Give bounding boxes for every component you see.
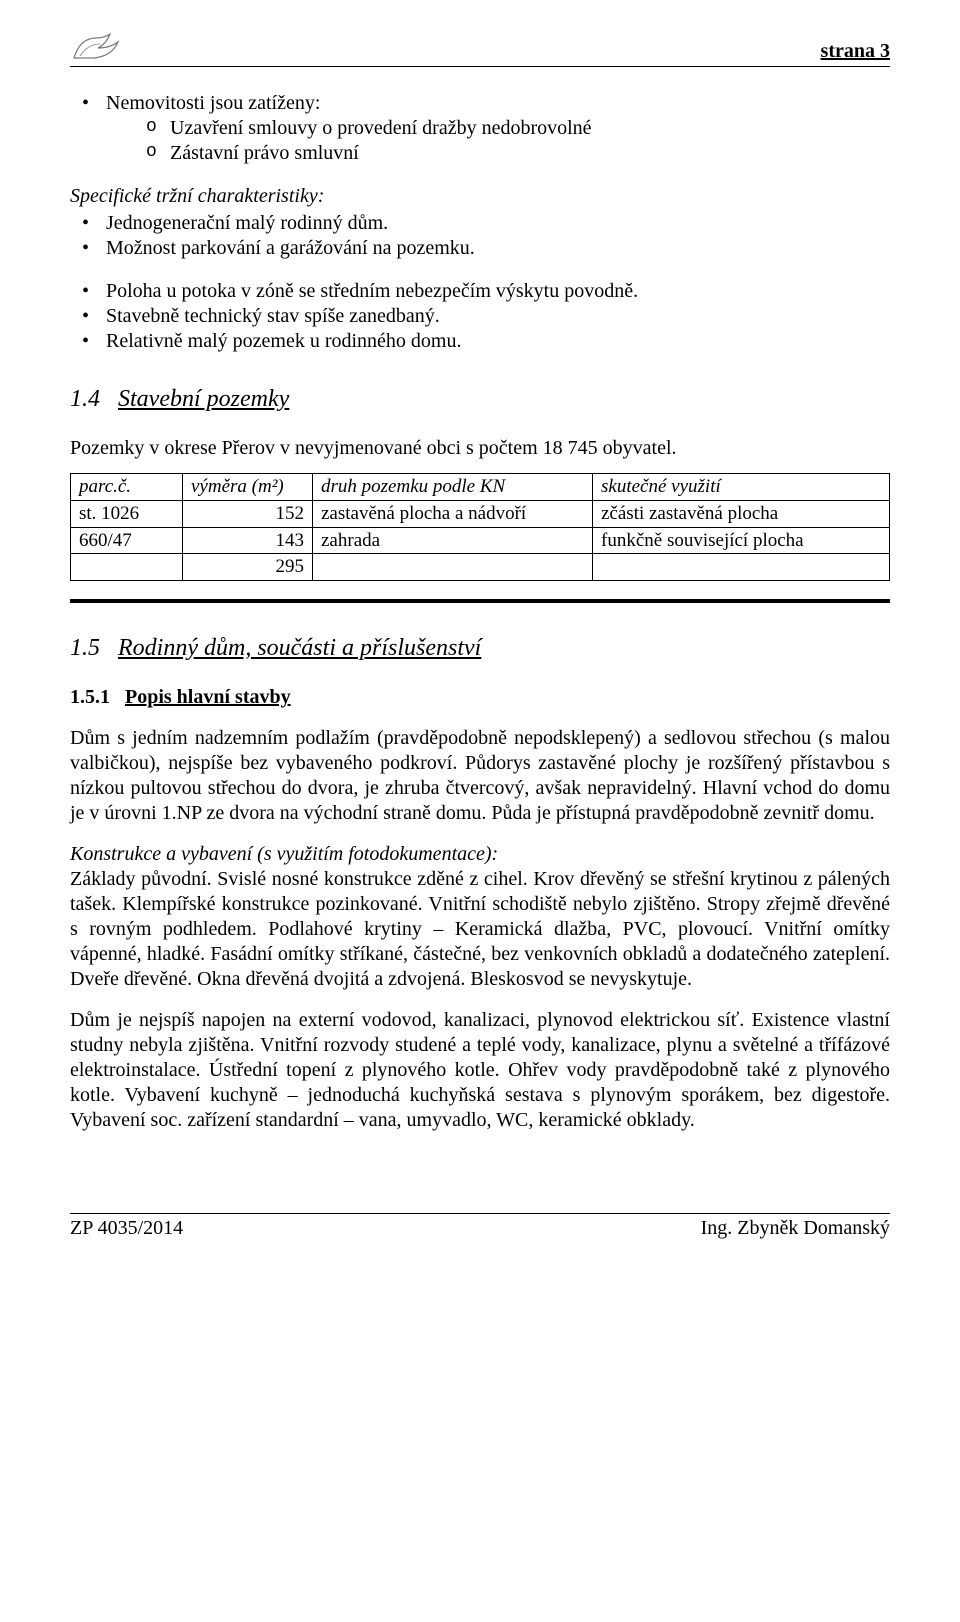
specific-item-1: Jednogenerační malý rodinný dům. bbox=[70, 211, 890, 236]
paragraph-construction: Základy původní. Svislé nosné konstrukce… bbox=[70, 867, 890, 992]
general-item-3: Relativně malý pozemek u rodinného domu. bbox=[70, 329, 890, 354]
table-row: 295 bbox=[71, 554, 890, 581]
table-row: st. 1026 152 zastavěná plocha a nádvoří … bbox=[71, 500, 890, 527]
encumbrances-title: Nemovitosti jsou zatíženy: bbox=[106, 92, 320, 114]
cell-skut: funkčně související plocha bbox=[593, 527, 890, 554]
footer-document-code: ZP 4035/2014 bbox=[70, 1216, 183, 1241]
general-characteristics-list: Poloha u potoka v zóně se středním nebez… bbox=[70, 279, 890, 354]
paragraph-utilities: Dům je nejspíš napojen na externí vodovo… bbox=[70, 1008, 890, 1133]
cell-parc: st. 1026 bbox=[71, 500, 183, 527]
general-item-1: Poloha u potoka v zóně se středním nebez… bbox=[70, 279, 890, 304]
general-item-2: Stavebně technický stav spíše zanedbaný. bbox=[70, 304, 890, 329]
encumbrance-item-2: Zástavní právo smluvní bbox=[106, 141, 890, 166]
specific-characteristics-list: Jednogenerační malý rodinný dům. Možnost… bbox=[70, 211, 890, 261]
encumbrance-item-1: Uzavření smlouvy o provedení dražby nedo… bbox=[106, 116, 890, 141]
section-1-4-number: 1.4 bbox=[70, 386, 100, 412]
encumbrances-title-item: Nemovitosti jsou zatíženy: Uzavření smlo… bbox=[70, 91, 890, 166]
section-divider bbox=[70, 599, 890, 603]
subsection-1-5-1-number: 1.5.1 bbox=[70, 686, 110, 708]
cell-druh bbox=[313, 554, 593, 581]
page-footer: ZP 4035/2014 Ing. Zbyněk Domanský bbox=[70, 1213, 890, 1241]
parcels-table: parc.č. výměra (m²) druh pozemku podle K… bbox=[70, 473, 890, 581]
th-parc: parc.č. bbox=[71, 474, 183, 501]
cell-parc bbox=[71, 554, 183, 581]
cell-parc: 660/47 bbox=[71, 527, 183, 554]
section-1-5-heading: 1.5 Rodinný dům, součásti a příslušenstv… bbox=[70, 633, 890, 663]
section-1-4-title: Stavební pozemky bbox=[118, 386, 289, 412]
th-druh: druh pozemku podle KN bbox=[313, 474, 593, 501]
cell-skut bbox=[593, 554, 890, 581]
section-1-4-heading: 1.4 Stavební pozemky bbox=[70, 384, 890, 414]
encumbrances-sublist: Uzavření smlouvy o provedení dražby nedo… bbox=[106, 116, 890, 166]
cell-vymera: 143 bbox=[183, 527, 313, 554]
footer-author: Ing. Zbyněk Domanský bbox=[701, 1216, 890, 1241]
specific-item-2: Možnost parkování a garážování na pozemk… bbox=[70, 236, 890, 261]
page-number-label: strana 3 bbox=[821, 39, 890, 64]
section-1-4-intro: Pozemky v okrese Přerov v nevyjmenované … bbox=[70, 436, 890, 461]
cell-vymera: 295 bbox=[183, 554, 313, 581]
cell-druh: zahrada bbox=[313, 527, 593, 554]
subsection-1-5-1-heading: 1.5.1 Popis hlavní stavby bbox=[70, 685, 890, 710]
th-vymera: výměra (m²) bbox=[183, 474, 313, 501]
bird-logo-icon bbox=[70, 28, 122, 64]
section-1-5-number: 1.5 bbox=[70, 635, 100, 661]
specific-characteristics-heading: Specifické tržní charakteristiky: bbox=[70, 184, 890, 209]
cell-vymera: 152 bbox=[183, 500, 313, 527]
cell-skut: zčásti zastavěná plocha bbox=[593, 500, 890, 527]
encumbrances-list: Nemovitosti jsou zatíženy: Uzavření smlo… bbox=[70, 91, 890, 166]
subsection-1-5-1-title: Popis hlavní stavby bbox=[125, 686, 291, 708]
section-1-5-title: Rodinný dům, součásti a příslušenství bbox=[118, 635, 481, 661]
cell-druh: zastavěná plocha a nádvoří bbox=[313, 500, 593, 527]
th-skut: skutečné využití bbox=[593, 474, 890, 501]
paragraph-building-description: Dům s jedním nadzemním podlažím (pravděp… bbox=[70, 726, 890, 826]
construction-heading: Konstrukce a vybavení (s využitím fotodo… bbox=[70, 842, 890, 867]
table-header-row: parc.č. výměra (m²) druh pozemku podle K… bbox=[71, 474, 890, 501]
page-header: strana 3 bbox=[70, 28, 890, 67]
table-row: 660/47 143 zahrada funkčně související p… bbox=[71, 527, 890, 554]
